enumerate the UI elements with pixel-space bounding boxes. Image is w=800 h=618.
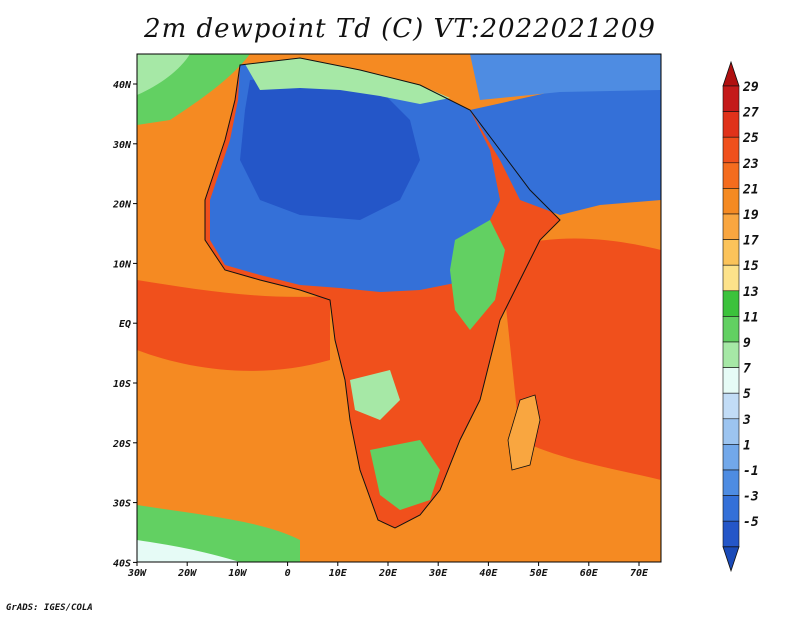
grads-credit: GrADS: IGES/COLA <box>6 603 93 613</box>
x-tick-label: 70E <box>630 568 649 579</box>
x-tick-label: 0 <box>285 568 291 579</box>
colorbar: 29 27 25 23 21 19 17 15 13 11 9 7 5 3 1 -1 -3 -5 <box>722 60 759 573</box>
y-tick-label: 40N <box>113 80 132 91</box>
tropical-atlantic-warm-zone <box>137 280 330 371</box>
colorbar-high-arrow <box>722 60 740 87</box>
colorbar-low-arrow <box>722 546 740 573</box>
north-atlantic-light-zone <box>137 54 190 95</box>
colorbar-label: 19 <box>743 208 759 223</box>
x-tick-label: 50E <box>530 568 549 579</box>
colorbar-swatch <box>722 495 740 522</box>
colorbar-swatch <box>722 264 740 292</box>
map-panel <box>136 53 662 563</box>
madagascar <box>507 394 541 471</box>
east-africa-highlands <box>450 220 505 330</box>
colorbar-label: 27 <box>742 106 759 121</box>
x-tick-label: 30W <box>127 568 147 579</box>
x-axis-ticks: 30W 20W 10W 0 10E 20E 30E 40E 50E 60E 70E <box>127 562 649 579</box>
x-tick-label: 10W <box>228 568 247 579</box>
colorbar-swatch <box>722 444 740 471</box>
colorbar-label: 3 <box>742 413 751 428</box>
colorbar-label: 29 <box>742 80 759 95</box>
africa-coastline <box>204 57 561 529</box>
colorbar-label: 25 <box>742 131 759 146</box>
colorbar-swatch <box>722 316 740 343</box>
colorbar-label: -1 <box>743 464 759 479</box>
y-tick-label: 10S <box>113 379 131 390</box>
y-tick-label: EQ <box>119 319 131 330</box>
middle-east-north <box>470 54 661 100</box>
southern-ocean-dry-zone <box>137 540 240 562</box>
y-tick-label: 30S <box>112 499 131 510</box>
colorbar-swatch <box>722 520 740 548</box>
sahara-core <box>240 75 420 220</box>
colorbar-swatch <box>722 469 740 496</box>
colorbar-label: 1 <box>743 438 751 453</box>
colorbar-label: 23 <box>742 157 759 172</box>
y-tick-label: 40S <box>113 558 131 569</box>
colorbar-swatch <box>722 418 740 445</box>
angola-zambia-zone <box>350 370 400 420</box>
colorbar-swatch <box>722 341 740 368</box>
mediterranean-coast <box>245 58 450 104</box>
y-tick-label: 20N <box>112 200 132 211</box>
x-tick-label: 30E <box>428 568 448 579</box>
colorbar-label: 15 <box>743 259 759 274</box>
colorbar-label: 11 <box>743 310 759 325</box>
colorbar-label: 5 <box>743 387 751 402</box>
map-title: 2m dewpoint Td (C) VT:2022021209 <box>144 14 656 44</box>
x-tick-label: 20E <box>378 568 398 579</box>
colorbar-label: -5 <box>743 515 759 530</box>
colorbar-label: 17 <box>743 234 759 249</box>
x-tick-label: 20W <box>177 568 197 579</box>
colorbar-label: 9 <box>743 336 751 351</box>
x-tick-label: 40E <box>479 568 498 579</box>
colorbar-swatch <box>722 85 740 112</box>
colorbar-swatch <box>722 290 740 317</box>
arabian-peninsula <box>470 80 661 215</box>
y-tick-label: 30N <box>112 140 132 151</box>
colorbar-swatch <box>722 213 740 240</box>
x-tick-label: 60E <box>580 568 599 579</box>
colorbar-label: 7 <box>743 362 751 377</box>
colorbar-swatch <box>722 367 740 394</box>
x-tick-label: 10E <box>329 568 348 579</box>
colorbar-swatch <box>722 392 740 420</box>
colorbar-label: -3 <box>743 490 759 505</box>
colorbar-label: 13 <box>743 285 759 300</box>
colorbar-swatch <box>722 162 740 189</box>
map-border <box>136 53 662 563</box>
colorbar-swatch <box>722 136 740 164</box>
y-axis-ticks: 40N 30N 20N 10N EQ 10S 20S 30S 40S <box>112 80 137 569</box>
colorbar-label: 21 <box>742 182 759 197</box>
southern-africa-moist <box>370 440 440 510</box>
colorbar-swatch <box>722 239 740 266</box>
y-tick-label: 20S <box>112 439 131 450</box>
y-tick-label: 10N <box>113 259 132 270</box>
colorbar-swatch <box>722 111 740 138</box>
colorbar-swatch <box>722 188 740 215</box>
